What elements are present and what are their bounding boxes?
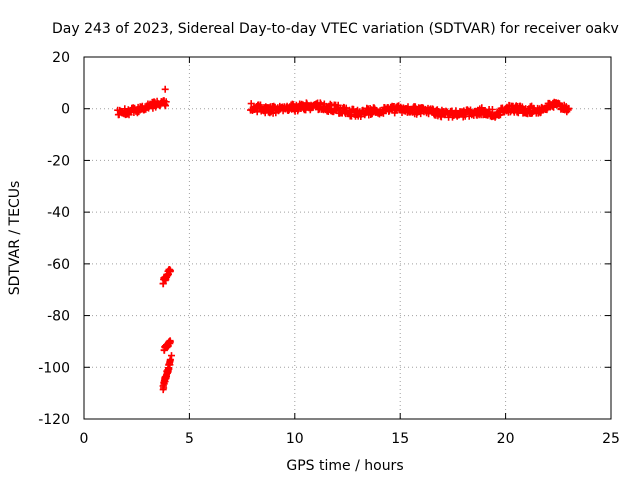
data-point (166, 267, 174, 275)
grid-lines (84, 57, 611, 419)
data-point (162, 98, 170, 106)
x-tick-label: 10 (286, 431, 304, 447)
data-point (161, 85, 169, 93)
x-axis-title: GPS time / hours (286, 458, 403, 474)
data-point (257, 101, 264, 109)
y-tick-label: 0 (61, 102, 70, 118)
x-tick-label: 25 (602, 431, 620, 447)
data-point (565, 104, 573, 112)
data-point (488, 106, 496, 113)
x-tick-labels: 0 5 10 15 20 25 (80, 431, 620, 447)
plot-area-frame (83, 56, 612, 420)
data-point (166, 356, 174, 364)
y-tick-label: -60 (47, 257, 70, 273)
data-point (168, 352, 175, 360)
y-tick-label: -80 (47, 309, 70, 325)
y-tick-label: -20 (47, 153, 70, 169)
data-point (379, 109, 387, 117)
data-point (166, 338, 174, 346)
x-tick-label: 0 (80, 431, 89, 447)
chart-title: Day 243 of 2023, Sidereal Day-to-day VTE… (52, 21, 619, 37)
x-tick-label: 5 (185, 431, 194, 447)
y-tick-labels: 20 0 -20 -40 -60 -80 -100 -120 (38, 50, 70, 428)
axis-ticks (83, 56, 612, 420)
data-points (114, 85, 573, 394)
y-tick-label: -40 (47, 205, 70, 221)
y-tick-label: -100 (38, 360, 70, 376)
y-tick-label: 20 (52, 50, 70, 66)
x-tick-label: 15 (391, 431, 409, 447)
x-tick-label: 20 (497, 431, 515, 447)
y-tick-label: -120 (38, 412, 70, 428)
y-axis-title: SDTVAR / TECUs (7, 181, 23, 296)
